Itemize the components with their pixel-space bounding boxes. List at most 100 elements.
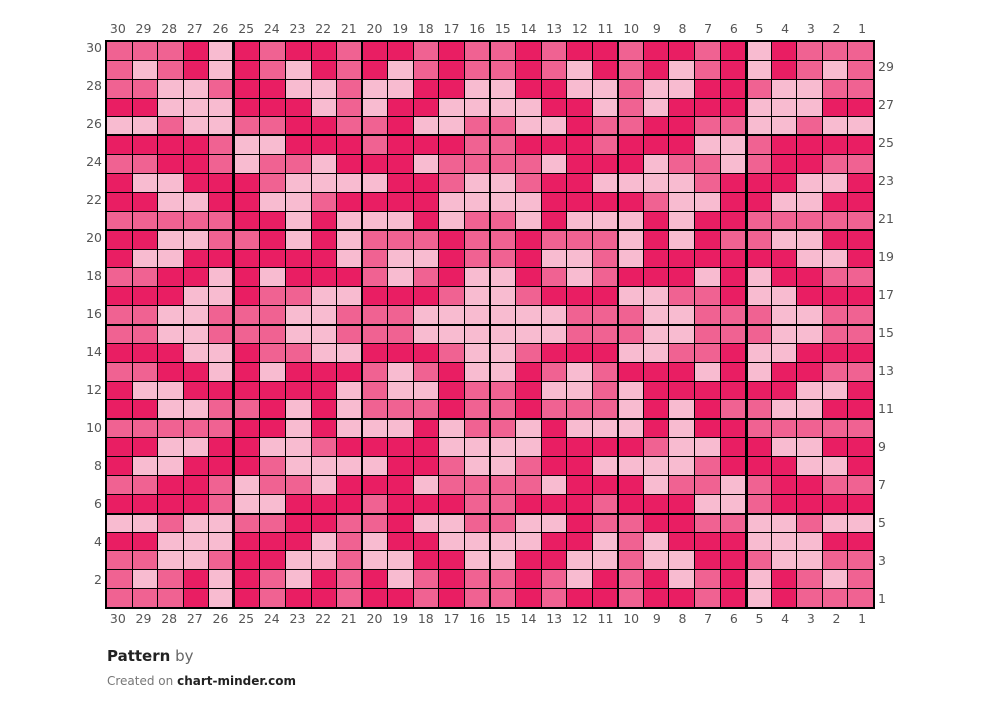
stitch-cell bbox=[771, 98, 797, 117]
stitch-cell bbox=[618, 98, 643, 117]
stitch-cell bbox=[669, 306, 695, 324]
column-label: 28 bbox=[161, 611, 178, 626]
stitch-cell bbox=[388, 400, 413, 419]
column-label: 3 bbox=[806, 21, 815, 36]
stitch-cell bbox=[490, 174, 516, 192]
stitch-cell bbox=[490, 287, 516, 306]
stitch-cell bbox=[695, 211, 720, 230]
stitch-cell bbox=[439, 475, 464, 494]
stitch-cell bbox=[183, 192, 209, 211]
stitch-cell bbox=[260, 400, 285, 419]
stitch-cell bbox=[592, 155, 618, 174]
stitch-cell bbox=[464, 287, 490, 306]
stitch-cell bbox=[516, 419, 541, 438]
stitch-cell bbox=[183, 42, 209, 60]
stitch-cell bbox=[311, 400, 337, 419]
stitch-cell bbox=[592, 589, 618, 607]
stitch-cell bbox=[592, 400, 618, 419]
stitch-cell bbox=[618, 155, 643, 174]
column-label: 7 bbox=[704, 21, 713, 36]
stitch-cell bbox=[311, 589, 337, 607]
stitch-cell bbox=[362, 98, 388, 117]
stitch-cell bbox=[848, 174, 873, 192]
stitch-cell bbox=[618, 532, 643, 551]
stitch-cell bbox=[695, 532, 720, 551]
stitch-cell bbox=[822, 325, 848, 343]
stitch-cell bbox=[464, 325, 490, 343]
stitch-cell bbox=[337, 192, 362, 211]
stitch-cell bbox=[158, 155, 183, 174]
stitch-cell bbox=[643, 60, 669, 79]
stitch-cell bbox=[464, 494, 490, 513]
stitch-cell bbox=[209, 513, 234, 532]
stitch-cell bbox=[464, 513, 490, 532]
column-label: 3 bbox=[806, 611, 815, 626]
stitch-cell bbox=[260, 475, 285, 494]
stitch-cell bbox=[746, 513, 771, 532]
stitch-cell bbox=[541, 570, 567, 589]
stitch-cell bbox=[541, 60, 567, 79]
stitch-cell bbox=[720, 249, 746, 268]
row-label-left: 2 bbox=[94, 571, 102, 587]
stitch-cell bbox=[669, 211, 695, 230]
stitch-cell bbox=[337, 532, 362, 551]
stitch-cell bbox=[720, 60, 746, 79]
stitch-cell bbox=[413, 230, 439, 249]
stitch-cell bbox=[285, 343, 311, 362]
stitch-cell bbox=[797, 155, 822, 174]
stitch-cell bbox=[592, 117, 618, 136]
row-label-right: 7 bbox=[878, 476, 886, 492]
stitch-cell bbox=[362, 174, 388, 192]
stitch-cell bbox=[669, 513, 695, 532]
row-label-left: 26 bbox=[86, 116, 102, 132]
stitch-cell bbox=[362, 381, 388, 400]
stitch-cell bbox=[158, 494, 183, 513]
stitch-cell bbox=[337, 249, 362, 268]
stitch-cell bbox=[643, 532, 669, 551]
column-label: 8 bbox=[678, 21, 687, 36]
stitch-cell bbox=[797, 306, 822, 324]
stitch-cell bbox=[362, 211, 388, 230]
stitch-cell bbox=[746, 211, 771, 230]
stitch-cell bbox=[388, 174, 413, 192]
stitch-cell bbox=[516, 381, 541, 400]
stitch-cell bbox=[669, 438, 695, 457]
stitch-cell bbox=[439, 79, 464, 98]
stitch-cell bbox=[848, 287, 873, 306]
stitch-cell bbox=[848, 60, 873, 79]
stitch-cell bbox=[669, 589, 695, 607]
column-labels-top: 30 29 28 27 26 25 24 23 22 21 20 19 18 17 16 15 14 13 12 11… bbox=[105, 21, 875, 36]
stitch-cell bbox=[822, 174, 848, 192]
stitch-cell bbox=[695, 494, 720, 513]
stitch-cell bbox=[183, 438, 209, 457]
stitch-cell bbox=[209, 79, 234, 98]
stitch-cell bbox=[567, 42, 592, 60]
stitch-cell bbox=[848, 438, 873, 457]
stitch-cell bbox=[643, 287, 669, 306]
stitch-cell bbox=[285, 192, 311, 211]
stitch-cell bbox=[260, 155, 285, 174]
stitch-cell bbox=[669, 174, 695, 192]
stitch-cell bbox=[567, 532, 592, 551]
stitch-cell bbox=[592, 362, 618, 381]
stitch-cell bbox=[567, 98, 592, 117]
stitch-cell bbox=[260, 343, 285, 362]
stitch-cell bbox=[311, 343, 337, 362]
stitch-cell bbox=[413, 98, 439, 117]
stitch-cell bbox=[388, 230, 413, 249]
stitch-cell bbox=[285, 287, 311, 306]
stitch-cell bbox=[183, 457, 209, 475]
stitch-cell bbox=[183, 513, 209, 532]
stitch-cell bbox=[720, 98, 746, 117]
stitch-cell bbox=[362, 117, 388, 136]
column-label: 28 bbox=[161, 21, 178, 36]
row-label-left: 28 bbox=[86, 78, 102, 94]
credit-site-link[interactable]: chart-minder.com bbox=[177, 674, 296, 688]
stitch-cell bbox=[107, 306, 132, 324]
stitch-cell bbox=[132, 42, 158, 60]
stitch-cell bbox=[490, 117, 516, 136]
stitch-cell bbox=[311, 513, 337, 532]
stitch-cell bbox=[158, 98, 183, 117]
row-label-left: 12 bbox=[86, 381, 102, 397]
stitch-cell bbox=[285, 438, 311, 457]
